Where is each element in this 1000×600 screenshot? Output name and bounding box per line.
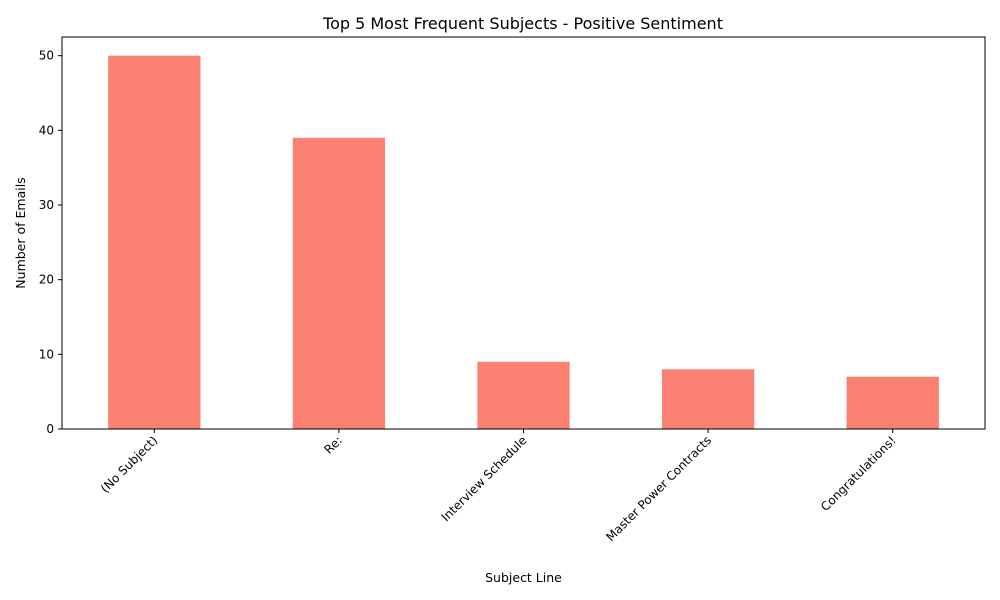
y-tick-label: 30 bbox=[39, 198, 54, 212]
y-tick-label: 10 bbox=[39, 347, 54, 361]
bar bbox=[108, 55, 201, 430]
y-axis: 0 10 20 30 40 50 bbox=[39, 49, 62, 436]
y-tick-label: 40 bbox=[39, 123, 54, 137]
x-tick-label: Interview Schedule bbox=[439, 433, 530, 524]
y-tick-label: 0 bbox=[46, 422, 54, 436]
y-axis-label: Number of Emails bbox=[13, 177, 28, 288]
plot-frame bbox=[61, 36, 986, 430]
bars bbox=[108, 55, 939, 430]
x-tick-label: Re: bbox=[322, 433, 346, 457]
x-tick-label: Congratulations! bbox=[818, 433, 899, 514]
chart-title: Top 5 Most Frequent Subjects - Positive … bbox=[322, 14, 723, 33]
bar bbox=[661, 369, 755, 429]
bar bbox=[292, 137, 386, 430]
y-tick-label: 20 bbox=[39, 273, 54, 287]
bar bbox=[477, 361, 570, 429]
x-tick-label: Master Power Contracts bbox=[603, 433, 714, 544]
x-tick-label: (No Subject) bbox=[98, 433, 160, 495]
x-axis-label: Subject Line bbox=[485, 570, 562, 585]
x-axis: (No Subject) Re: Interview Schedule Master … bbox=[98, 429, 899, 544]
y-tick-label: 50 bbox=[39, 49, 54, 63]
bar bbox=[846, 376, 939, 429]
